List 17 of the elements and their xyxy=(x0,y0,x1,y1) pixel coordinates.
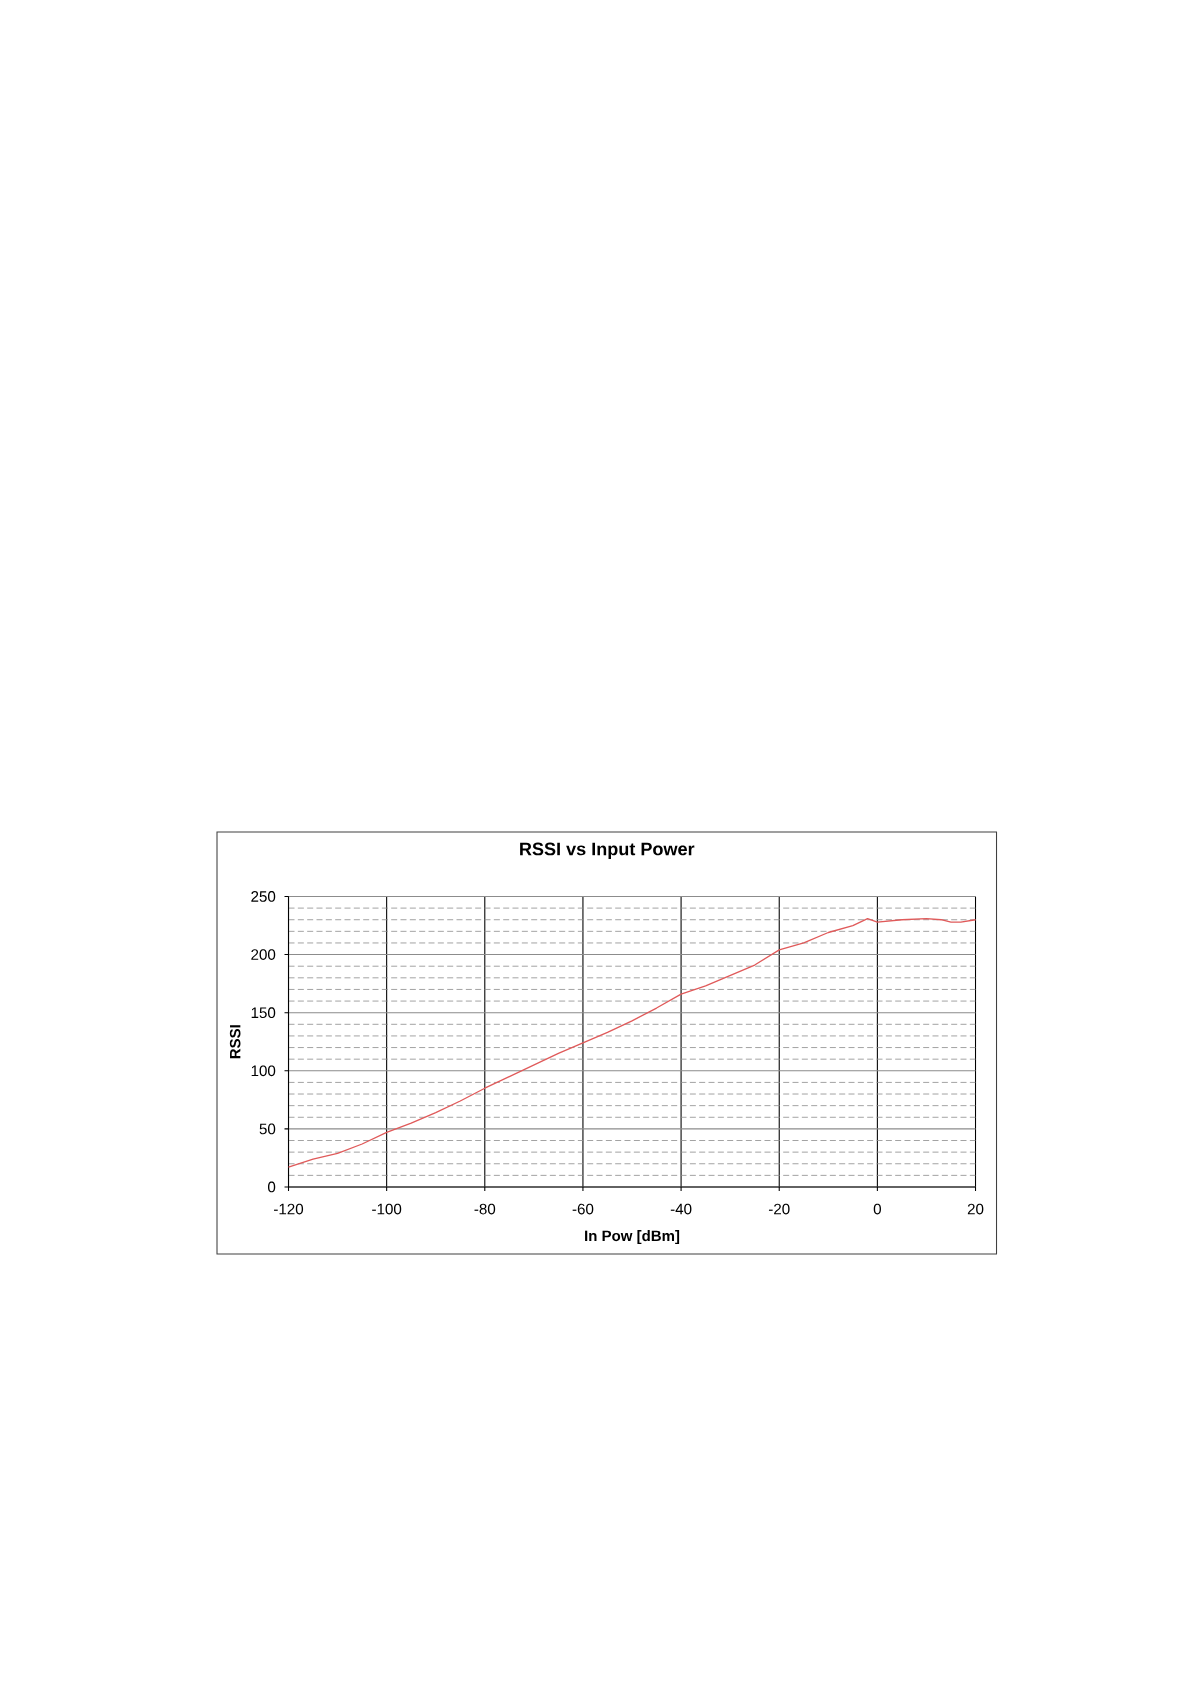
x-tick-label: -120 xyxy=(274,1203,304,1215)
x-tick-label: -100 xyxy=(372,1203,402,1215)
y-axis-title: RSSI xyxy=(229,1025,241,1059)
x-tick-label: -40 xyxy=(670,1203,692,1215)
x-tick-label: -20 xyxy=(768,1203,790,1215)
y-tick-label: 200 xyxy=(251,949,276,960)
y-tick-label: 0 xyxy=(267,1181,276,1193)
chart-title: RSSI vs Input Power xyxy=(520,842,695,859)
x-tick-label: -60 xyxy=(572,1203,594,1215)
y-tick-label: 150 xyxy=(251,1007,276,1019)
x-tick-label: 0 xyxy=(873,1203,881,1215)
y-tick-label: 250 xyxy=(251,891,276,902)
y-tick-label: 50 xyxy=(259,1123,276,1135)
y-tick-label: 100 xyxy=(251,1065,276,1077)
x-tick-label: 20 xyxy=(967,1203,984,1215)
x-axis-title: In Pow [dBm] xyxy=(585,1230,680,1245)
x-tick-label: -80 xyxy=(474,1203,496,1215)
